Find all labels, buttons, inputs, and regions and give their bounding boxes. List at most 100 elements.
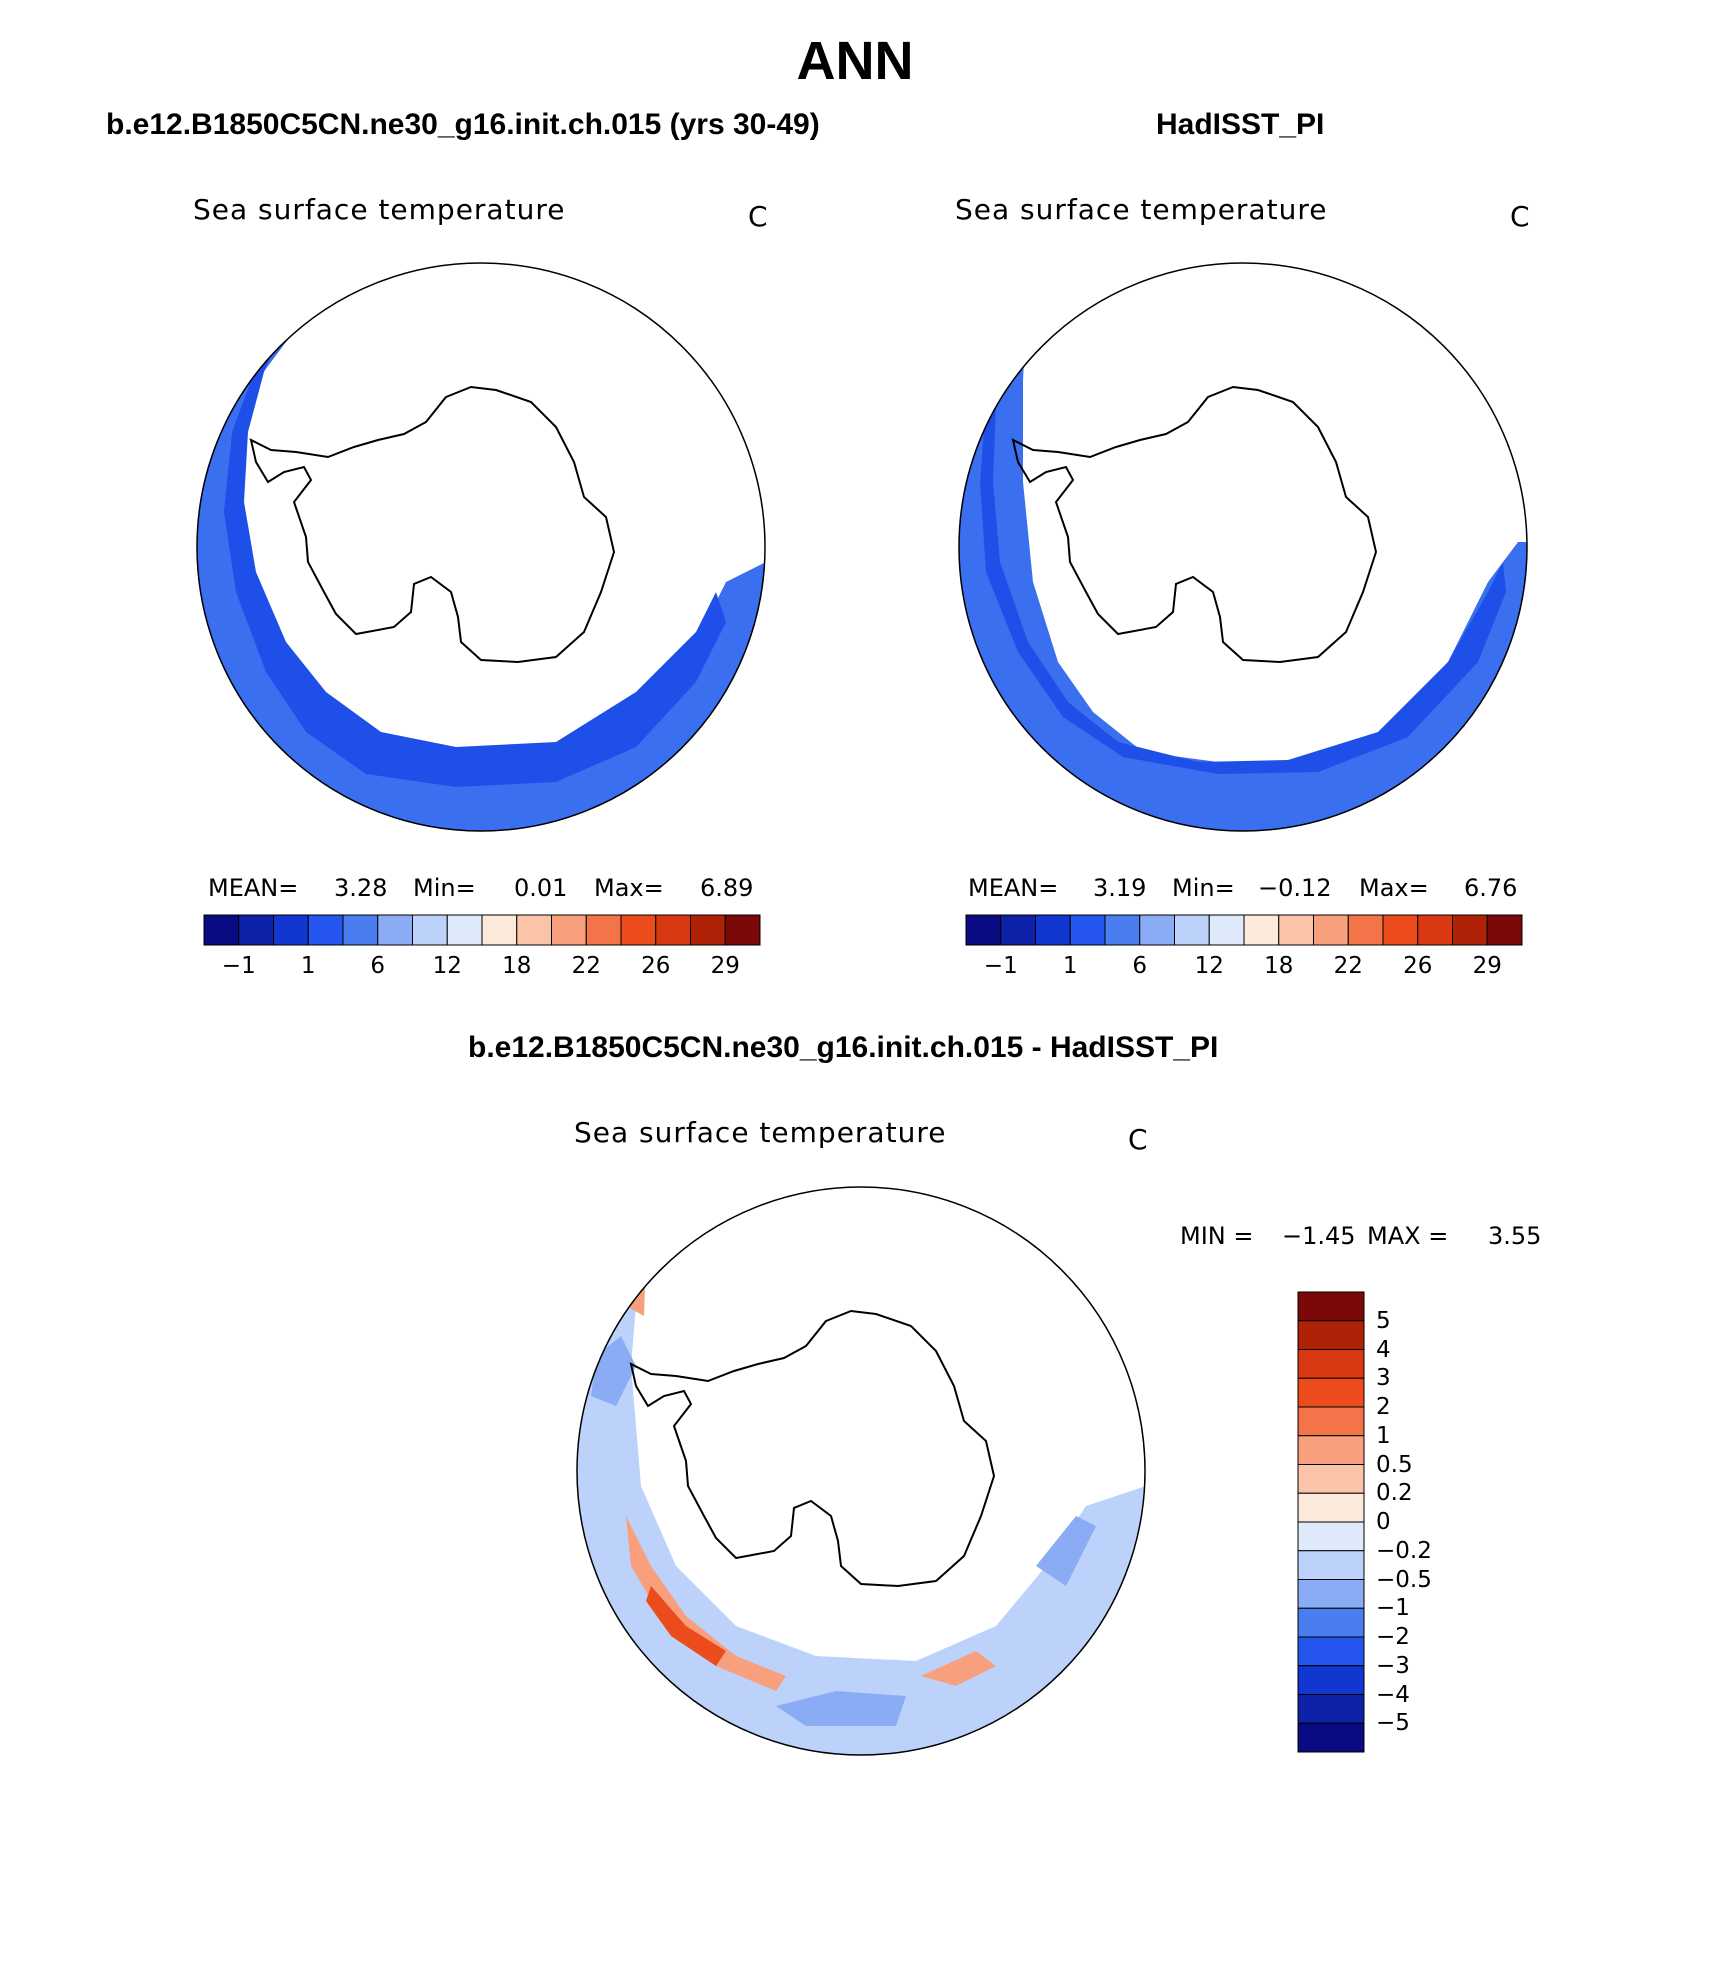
model-colorbar-swatch <box>516 914 552 946</box>
obs-case-title: HadISST_PI <box>1156 108 1325 141</box>
diff-colorbar-tick-label: 0 <box>1376 1509 1391 1535</box>
obs-colorbar-swatch <box>1347 914 1384 946</box>
model-colorbar-swatch <box>307 914 344 946</box>
obs-colorbar-swatch <box>965 914 1002 946</box>
obs-colorbar-tick-label: 12 <box>1194 953 1224 979</box>
diff-max-label: MAX = <box>1367 1222 1449 1250</box>
diff-hot-anomaly <box>646 1586 726 1666</box>
obs-mean-value: 3.19 <box>1093 874 1147 902</box>
model-colorbar-tick-label: 1 <box>300 953 316 979</box>
obs-colorbar-swatch <box>1486 914 1523 946</box>
model-colorbar-swatch <box>690 914 726 946</box>
model-colorbar-tick-label: 6 <box>370 953 386 979</box>
model-colorbar-swatch <box>446 914 483 946</box>
model-colorbar <box>203 914 761 946</box>
model-colorbar-swatch <box>377 914 413 946</box>
main-title: ANN <box>796 31 914 91</box>
diff-colorbar-tick-label: 0.2 <box>1376 1480 1413 1507</box>
obs-colorbar-tick-label: 26 <box>1403 953 1433 979</box>
obs-colorbar-swatch <box>1208 914 1245 946</box>
diff-colorbar-swatch <box>1297 1320 1365 1350</box>
diff-colorbar-swatch <box>1297 1464 1365 1494</box>
obs-min-label: Min= <box>1172 874 1235 902</box>
obs-max-label: Max= <box>1359 874 1429 902</box>
diff-colorbar-swatch <box>1297 1406 1365 1437</box>
obs-colorbar-swatch <box>1104 914 1141 946</box>
obs-colorbar-swatch <box>1243 914 1280 946</box>
diff-antarctica-coastline <box>629 1309 996 1588</box>
diff-colorbar-tick-label: −3 <box>1376 1652 1410 1679</box>
diff-colorbar-tick-label: 2 <box>1376 1394 1391 1420</box>
obs-map-border <box>958 262 1528 832</box>
obs-min-value: −0.12 <box>1258 874 1332 902</box>
obs-colorbar-swatch <box>1174 914 1210 946</box>
model-min-label: Min= <box>413 874 476 902</box>
obs-map <box>958 262 1528 832</box>
diff-colorbar-swatch <box>1297 1550 1365 1580</box>
diff-colorbar-tick-label: −2 <box>1376 1624 1410 1650</box>
obs-colorbar-swatch <box>1382 914 1419 946</box>
model-colorbar-swatch <box>585 914 622 946</box>
obs-max-value: 6.76 <box>1464 874 1518 902</box>
model-coastal-band <box>224 312 726 787</box>
diff-colorbar-tick-label: 3 <box>1376 1365 1391 1392</box>
model-max-value: 6.89 <box>700 874 754 902</box>
model-case-title: b.e12.B1850C5CN.ne30_g16.init.ch.015 (yr… <box>106 108 820 141</box>
model-antarctica-coastline <box>249 385 616 664</box>
obs-units-label: C <box>1510 200 1530 233</box>
diff-colorbar-swatch <box>1297 1435 1365 1465</box>
obs-colorbar-swatch <box>1139 914 1175 946</box>
obs-colorbar-swatch <box>1278 914 1314 946</box>
obs-colorbar-swatch <box>1313 914 1349 946</box>
model-mean-value: 3.28 <box>334 874 388 902</box>
obs-colorbar-tick-label: 1 <box>1062 953 1078 979</box>
diff-colorbar-swatch <box>1297 1291 1365 1322</box>
diff-max-value: 3.55 <box>1488 1222 1542 1250</box>
diff-colorbar-tick-label: −0.2 <box>1376 1537 1432 1564</box>
diff-map <box>576 1186 1146 1756</box>
model-min-value: 0.01 <box>514 874 568 902</box>
diff-colorbar-swatch <box>1297 1665 1365 1695</box>
diff-colorbar <box>1297 1291 1365 1753</box>
diff-colorbar-tick-label: −1 <box>1376 1595 1410 1622</box>
obs-colorbar-tick-label: 6 <box>1132 953 1148 979</box>
obs-coastal-band <box>980 322 1506 774</box>
obs-ocean-field <box>959 263 1527 831</box>
obs-colorbar-tick-label: −1 <box>983 953 1018 979</box>
diff-colorbar-swatch <box>1297 1492 1365 1523</box>
diff-case-title: b.e12.B1850C5CN.ne30_g16.init.ch.015 - H… <box>468 1031 1219 1064</box>
model-colorbar-tick-label: 12 <box>432 953 462 979</box>
obs-colorbar-tick-label: 29 <box>1472 953 1502 979</box>
diff-variable-label: Sea surface temperature <box>574 1116 947 1149</box>
diff-min-value: −1.45 <box>1282 1222 1356 1250</box>
model-colorbar-tick-label: 22 <box>571 953 601 979</box>
obs-antarctica-coastline <box>1011 385 1378 664</box>
model-colorbar-tick-label: 18 <box>502 953 532 979</box>
obs-variable-label: Sea surface temperature <box>955 193 1328 226</box>
model-colorbar-swatch <box>620 914 657 946</box>
diff-colorbar-swatch <box>1297 1349 1365 1379</box>
obs-colorbar-tick-label: 18 <box>1264 953 1294 979</box>
obs-colorbar <box>965 914 1523 946</box>
model-colorbar-swatch <box>273 914 309 946</box>
diff-colorbar-tick-label: 1 <box>1376 1422 1391 1449</box>
obs-colorbar-swatch <box>1000 914 1036 946</box>
diff-colorbar-swatch <box>1297 1722 1365 1753</box>
diff-min-label: MIN = <box>1180 1222 1254 1250</box>
obs-colorbar-swatch <box>1452 914 1488 946</box>
model-colorbar-swatch <box>238 914 274 946</box>
model-colorbar-tick-label: −1 <box>221 953 256 979</box>
obs-colorbar-swatch <box>1417 914 1453 946</box>
diff-colorbar-tick-label: 4 <box>1376 1336 1391 1363</box>
obs-colorbar-tick-label: 22 <box>1333 953 1363 979</box>
diff-colorbar-tick-label: −0.5 <box>1376 1566 1432 1593</box>
diff-colorbar-tick-label: −4 <box>1376 1681 1410 1708</box>
diff-colorbar-swatch <box>1297 1694 1365 1724</box>
model-colorbar-swatch <box>551 914 587 946</box>
model-max-label: Max= <box>594 874 664 902</box>
diff-units-label: C <box>1128 1123 1148 1156</box>
diff-map-border <box>576 1186 1146 1756</box>
model-colorbar-tick-label: 26 <box>641 953 671 979</box>
diff-colorbar-swatch <box>1297 1607 1365 1638</box>
obs-colorbar-swatch <box>1035 914 1071 946</box>
